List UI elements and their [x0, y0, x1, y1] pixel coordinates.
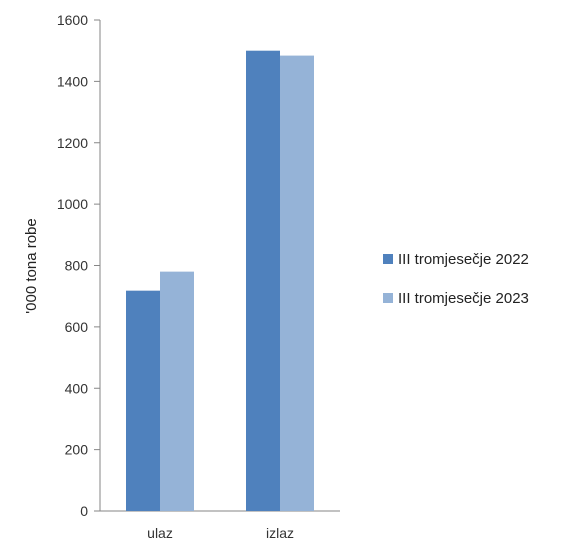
- y-tick-label: 1400: [57, 73, 88, 89]
- x-tick-label: izlaz: [266, 525, 294, 541]
- bars: [126, 50, 314, 511]
- y-tick-label: 1200: [57, 135, 88, 151]
- y-axis-ticks: 0 200 400 600 800 1000 1200 1400 1600: [57, 12, 100, 519]
- y-tick-label: 800: [65, 258, 89, 274]
- bar: [126, 290, 160, 511]
- y-tick-label: 1600: [57, 12, 88, 28]
- x-axis-labels: ulaz izlaz: [147, 525, 294, 541]
- bar: [246, 50, 280, 511]
- y-tick-label: 1000: [57, 196, 88, 212]
- x-tick-label: ulaz: [147, 525, 173, 541]
- y-tick-label: 200: [65, 442, 89, 458]
- legend-label: III tromjesečje 2023: [398, 290, 529, 307]
- legend-swatch: [383, 293, 393, 303]
- legend-swatch: [383, 254, 393, 264]
- bar: [160, 271, 194, 511]
- bar: [280, 55, 314, 511]
- y-tick-label: 0: [80, 503, 88, 519]
- y-tick-label: 600: [65, 319, 89, 335]
- y-tick-label: 400: [65, 380, 89, 396]
- legend-label: III tromjesečje 2022: [398, 251, 529, 268]
- y-axis-title: '000 tona robe: [23, 218, 40, 313]
- legend: III tromjesečje 2022 III tromjesečje 2023: [383, 251, 529, 307]
